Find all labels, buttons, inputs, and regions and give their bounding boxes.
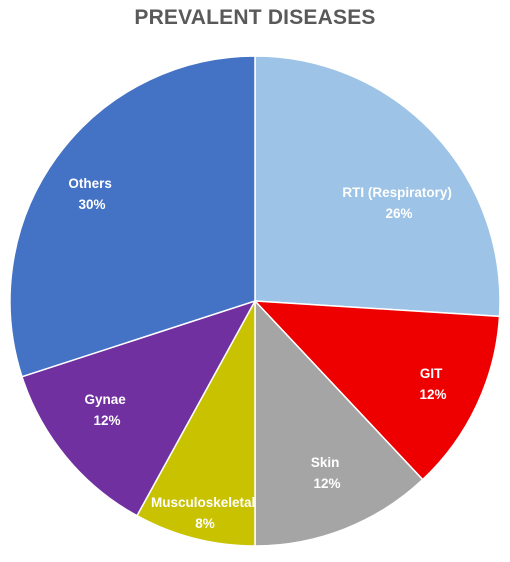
label-rti-respiratory: RTI (Respiratory) 26% bbox=[342, 185, 455, 221]
label-others: Others 30% bbox=[68, 176, 115, 212]
label-git-value: 12% bbox=[419, 387, 446, 402]
slice-rti-respiratory bbox=[254, 55, 501, 318]
slice-musculoskeletal bbox=[135, 300, 256, 547]
label-skin: Skin 12% bbox=[311, 455, 343, 491]
label-musculoskeletal: Musculoskeletal 8% bbox=[151, 495, 259, 531]
label-skin-value: 12% bbox=[313, 476, 340, 491]
slice-skin bbox=[254, 299, 424, 547]
label-gynae-value: 12% bbox=[93, 413, 120, 428]
slice-git bbox=[253, 300, 501, 481]
label-others-name: Others bbox=[68, 176, 112, 191]
label-git-name: GIT bbox=[420, 366, 443, 381]
label-rti-respiratory-name: RTI (Respiratory) bbox=[342, 185, 452, 200]
chart-title: PREVALENT DISEASES bbox=[134, 6, 376, 29]
slice-others bbox=[9, 55, 256, 378]
label-musculoskeletal-value: 8% bbox=[195, 516, 215, 531]
slice-gynae bbox=[21, 299, 257, 517]
label-others-value: 30% bbox=[78, 197, 105, 212]
label-skin-name: Skin bbox=[311, 455, 340, 470]
label-rti-respiratory-value: 26% bbox=[385, 206, 412, 221]
label-git: GIT 12% bbox=[419, 366, 446, 402]
label-musculoskeletal-name: Musculoskeletal bbox=[151, 495, 255, 510]
pie-slices bbox=[9, 55, 501, 547]
label-gynae-name: Gynae bbox=[84, 392, 126, 407]
slice-labels: RTI (Respiratory) 26% GIT 12% Skin 12% M… bbox=[68, 176, 455, 531]
label-gynae: Gynae 12% bbox=[84, 392, 129, 428]
